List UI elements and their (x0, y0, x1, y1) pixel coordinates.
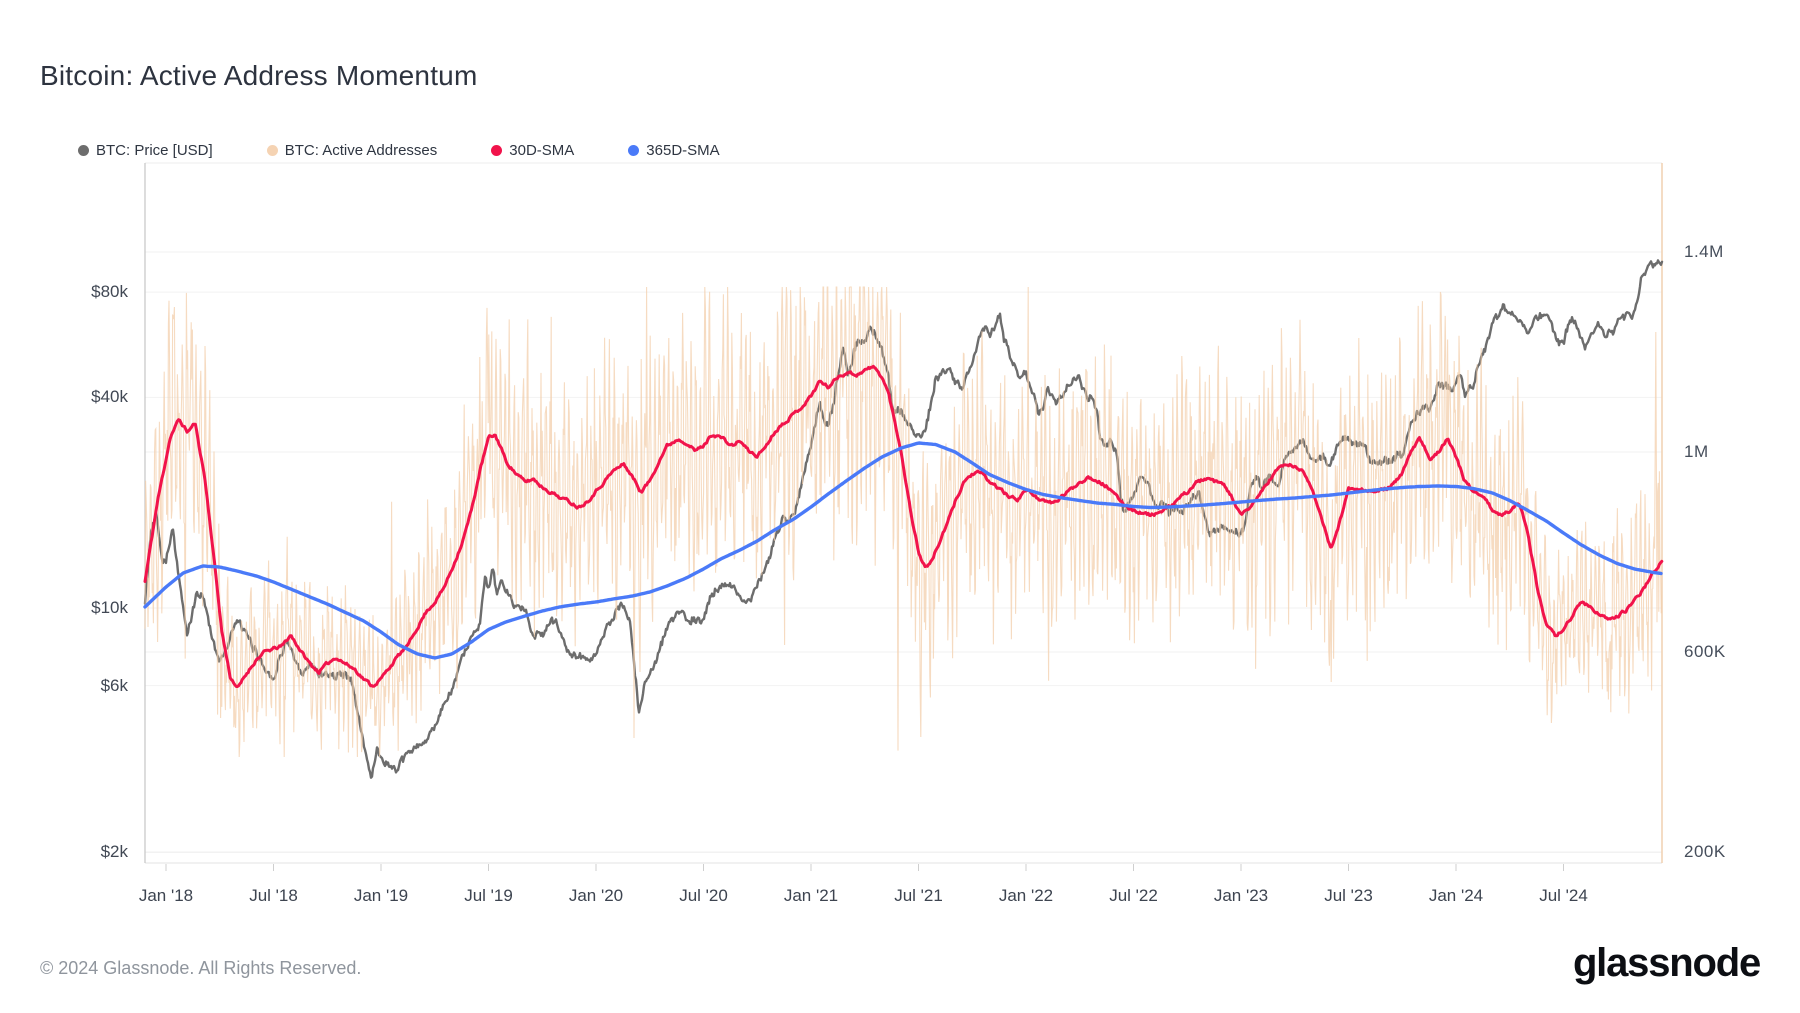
price-axis-label: $80k (91, 282, 128, 302)
date-axis-label: Jan '24 (1428, 886, 1484, 905)
date-axis-label: Jul '18 (249, 886, 298, 905)
legend-item-label: BTC: Price [USD] (96, 141, 213, 159)
legend-color-dot-icon (266, 144, 278, 156)
date-axis-label: Jul '19 (464, 886, 513, 905)
date-axis-label: Jul '21 (894, 886, 943, 905)
legend-item-label: 30D-SMA (509, 141, 575, 159)
date-axis-label: Jan '19 (353, 886, 409, 905)
page-title: Bitcoin: Active Address Momentum (40, 60, 478, 91)
price-axis-label: $2k (100, 842, 128, 862)
legend-item-30d-sma[interactable]: 30D-SMA (491, 142, 574, 159)
date-axis-label: Jan '23 (1213, 886, 1269, 905)
legend-color-dot-icon (78, 144, 89, 156)
date-axis-label: Jul '20 (679, 886, 728, 905)
chart-legend: BTC: Price [USD] BTC: Active Addresses 30D… (78, 139, 720, 161)
legend-item-365d-sma[interactable]: 365D-SMA (628, 141, 720, 159)
price-axis-label: $6k (100, 675, 128, 695)
legend-item-btc-active-addresses[interactable]: BTC: Active Addresses (266, 141, 438, 159)
glassnode-logo[interactable]: glassnode (1572, 941, 1761, 985)
date-axis-label: Jan '18 (138, 886, 194, 905)
date-axis-label: Jan '21 (783, 886, 839, 905)
legend-color-dot-icon (491, 144, 503, 156)
address-axis-label: 600K (1684, 642, 1726, 661)
date-axis-label: Jul '23 (1324, 886, 1373, 905)
date-axis-label: Jan '20 (568, 886, 624, 905)
date-axis-label: Jan '22 (998, 886, 1054, 905)
legend-color-dot-icon (628, 144, 640, 156)
price-axis-label: $10k (91, 598, 128, 617)
copyright-text: © 2024 Glassnode. All Rights Reserved. (40, 958, 362, 978)
date-axis-label: Jul '24 (1539, 886, 1588, 905)
address-axis-label: 200K (1684, 842, 1726, 861)
legend-item-label: 365D-SMA (646, 141, 720, 159)
date-axis-label: Jul '22 (1109, 886, 1158, 905)
price-axis-label: $40k (91, 387, 128, 407)
legend-item-btc-price-usd[interactable]: BTC: Price [USD] (78, 142, 213, 159)
legend-item-label: BTC: Active Addresses (284, 141, 438, 159)
address-axis-label: 1M (1684, 442, 1709, 461)
address-axis-label: 1.4M (1684, 242, 1724, 261)
